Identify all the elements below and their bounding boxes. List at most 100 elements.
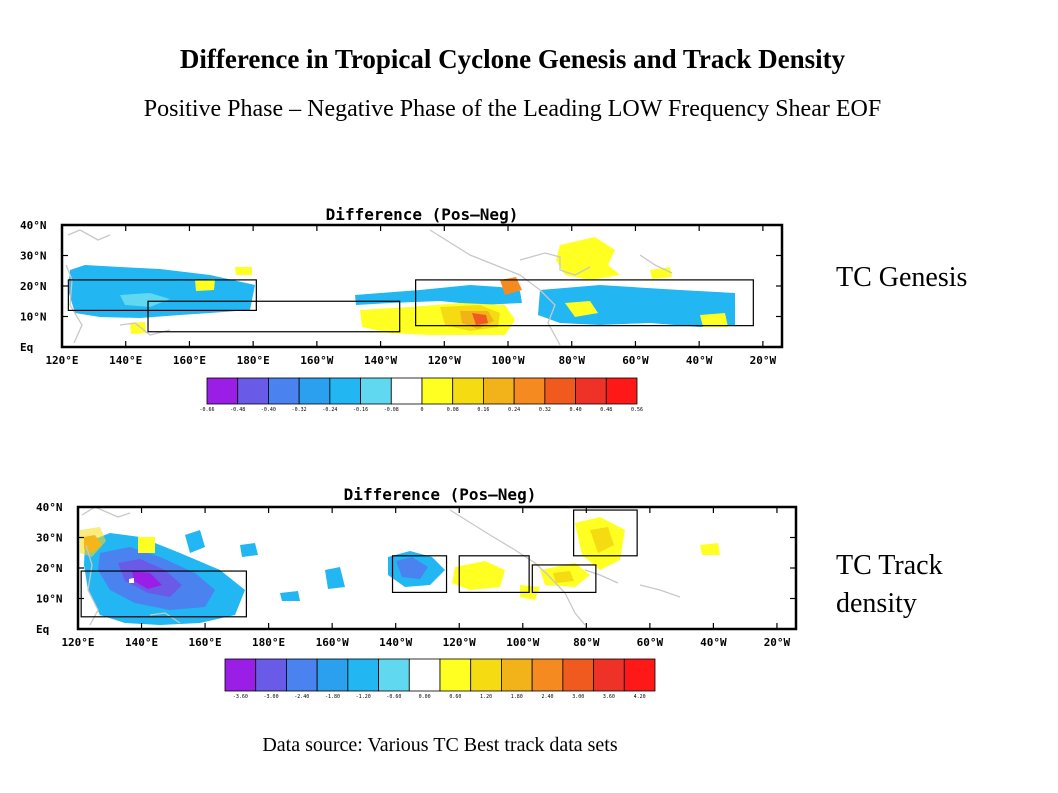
colorbar-cell — [593, 658, 625, 692]
track-colorbar: -3.60 -3.00 -2.40 -1.80 -1.20 -0.60 0.00 0.60 1.… — [224, 658, 656, 700]
colorbar-cell — [501, 658, 533, 692]
colorbar-cell — [562, 658, 594, 692]
colorbar-cell — [605, 377, 638, 405]
region-box — [80, 570, 247, 618]
region-box — [458, 555, 530, 594]
region-box — [391, 555, 448, 594]
lon-label: 120°E — [45, 354, 78, 367]
colorbar-label: 0.32 — [539, 407, 551, 413]
colorbar-label: 0.08 — [447, 407, 459, 413]
lat-label: Eq — [20, 341, 33, 354]
colorbar-label: -0.48 — [230, 407, 245, 413]
colorbar-cell — [483, 377, 515, 405]
lon-label: 60°W — [637, 636, 664, 649]
track-region-boxes — [80, 509, 638, 618]
colorbar-label: 0.48 — [600, 407, 612, 413]
colorbar-cell — [224, 658, 257, 692]
colorbar-label: 3.60 — [603, 694, 615, 700]
colorbar-label: 0 — [420, 407, 423, 413]
colorbar-cell — [544, 377, 576, 405]
colorbar-cell — [255, 658, 287, 692]
colorbar-cell — [286, 658, 318, 692]
colorbar-cell — [316, 658, 349, 692]
lon-label: 160°W — [316, 636, 349, 649]
lat-label: 20°N — [20, 280, 47, 293]
colorbar-label: -0.24 — [322, 407, 337, 413]
lat-label: 10°N — [20, 311, 47, 324]
lon-label: 20°W — [764, 636, 791, 649]
colorbar-cell — [298, 377, 331, 405]
colorbar-cell — [421, 377, 454, 405]
colorbar-label: 2.40 — [541, 694, 553, 700]
lon-label: 160°W — [300, 354, 333, 367]
colorbar-cell — [513, 377, 546, 405]
colorbar-label: 3.00 — [572, 694, 584, 700]
colorbar-label: -3.60 — [233, 694, 248, 700]
lon-label: 120°W — [428, 354, 461, 367]
genesis-field-layer — [68, 237, 735, 335]
colorbar-label: -0.66 — [199, 407, 214, 413]
colorbar-label: -1.20 — [356, 694, 371, 700]
track-label: TC Track density — [836, 547, 943, 623]
lat-label: 30°N — [20, 250, 47, 263]
colorbar-cell — [390, 377, 423, 405]
colorbar-cell — [575, 377, 607, 405]
track-label-line-1: TC Track — [836, 550, 943, 581]
colorbar-label: 0.40 — [570, 407, 582, 413]
colorbar-cell — [408, 658, 441, 692]
lat-label: 40°N — [36, 501, 63, 514]
region-box — [573, 509, 638, 557]
colorbar-label: -0.40 — [261, 407, 276, 413]
colorbar-label: -0.32 — [292, 407, 307, 413]
main-subtitle: Positive Phase – Negative Phase of the L… — [143, 96, 882, 122]
region-box — [67, 279, 257, 312]
track-lat-labels: 40°N 30°N 20°N 10°N Eq — [36, 501, 63, 636]
lon-label: 60°W — [622, 354, 649, 367]
colorbar-label: 0.56 — [631, 407, 643, 413]
colorbar-label: -0.16 — [353, 407, 368, 413]
colorbar-label: -0.60 — [386, 694, 401, 700]
lat-label: 30°N — [36, 532, 63, 545]
colorbar-cell — [206, 377, 239, 405]
genesis-region-boxes — [67, 279, 754, 333]
colorbar-cell — [360, 377, 392, 405]
lon-label: 140°E — [125, 636, 158, 649]
genesis-lon-labels: 120°E 140°E 160°E 180°E 160°W 140°W 120°W 100°W… — [45, 354, 776, 367]
genesis-lat-labels: 40°N 30°N 20°N 10°N Eq — [20, 219, 47, 354]
lon-label: 160°E — [173, 354, 206, 367]
lon-label: 100°W — [491, 354, 524, 367]
colorbar-label: -3.00 — [264, 694, 279, 700]
region-box — [415, 279, 754, 327]
colorbar-cell — [268, 377, 300, 405]
colorbar-label: 0.60 — [449, 694, 461, 700]
colorbar-label: -2.40 — [294, 694, 309, 700]
colorbar-cell — [452, 377, 484, 405]
lon-label: 100°W — [506, 636, 539, 649]
colorbar-cell — [623, 658, 656, 692]
track-lon-labels: 120°E 140°E 160°E 180°E 160°W 140°W 120°W 100°W… — [61, 636, 790, 649]
lon-label: 180°E — [237, 354, 270, 367]
colorbar-label: 0.00 — [419, 694, 431, 700]
colorbar-cell — [531, 658, 564, 692]
genesis-label: TC Genesis — [836, 262, 968, 293]
genesis-coastline — [65, 229, 673, 346]
main-title: Difference in Tropical Cyclone Genesis a… — [179, 44, 846, 74]
colorbar-cell — [237, 377, 269, 405]
colorbar-label: 0.16 — [477, 407, 489, 413]
colorbar-cell — [439, 658, 472, 692]
colorbar-label: 0.24 — [508, 407, 520, 413]
colorbar-label: -1.80 — [325, 694, 340, 700]
lon-label: 40°W — [686, 354, 713, 367]
lat-label: Eq — [36, 623, 49, 636]
data-source-note: Data source: Various TC Best track data … — [262, 734, 618, 756]
genesis-map: Difference (Pos–Neg) 40°N30°N20°N10°NEq … — [20, 205, 784, 413]
lon-label: 80°W — [573, 636, 600, 649]
colorbar-label: 1.80 — [511, 694, 523, 700]
track-coastline — [81, 506, 681, 626]
track-map-title: Difference (Pos–Neg) — [344, 485, 537, 504]
track-label-line-2: density — [836, 588, 917, 619]
colorbar-cell — [329, 377, 361, 405]
lon-label: 160°E — [189, 636, 222, 649]
lat-label: 10°N — [36, 593, 63, 606]
colorbar-label: 4.20 — [634, 694, 646, 700]
